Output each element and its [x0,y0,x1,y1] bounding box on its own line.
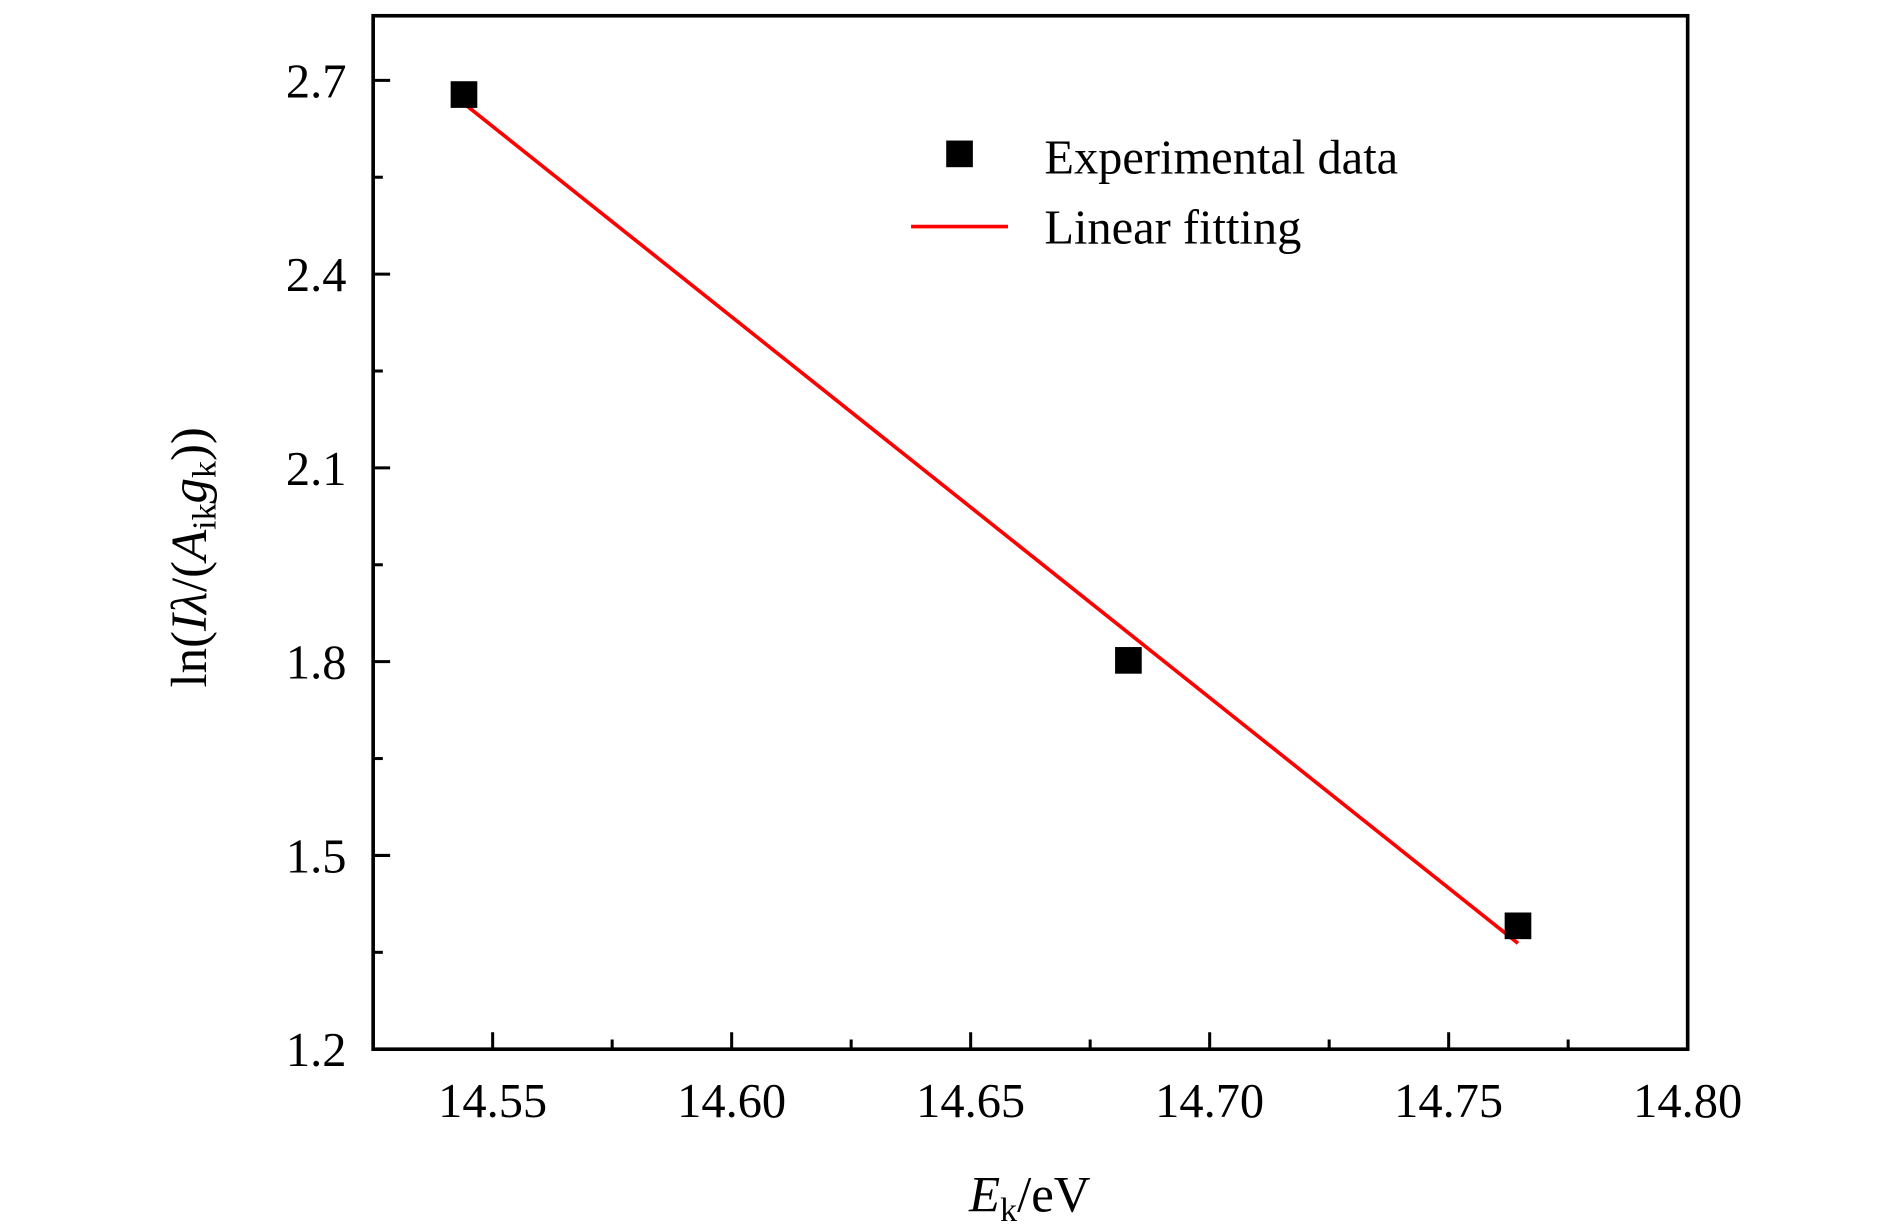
x-tick-label: 14.75 [1394,1075,1503,1128]
data-point [1504,912,1532,940]
y-tick-label: 1.5 [286,830,347,883]
x-tick-label: 14.80 [1633,1075,1742,1128]
y-tick-label: 1.2 [286,1024,347,1077]
x-tick-label: 14.65 [916,1075,1025,1128]
y-tick-label: 1.8 [286,637,347,690]
legend-label-linear: Linear fitting [1044,202,1301,255]
data-point [1115,647,1142,674]
x-tick-label: 14.55 [438,1075,547,1128]
y-axis-label: ln(Iλ/(Aikgk)) [162,427,224,687]
axis-ticks [373,78,1690,1051]
linear-fit-line [462,102,1520,945]
data-point [450,81,478,108]
x-axis-label: Ek/eV [968,1168,1091,1229]
x-tick-label: 14.70 [1155,1075,1264,1128]
y-tick-label: 2.1 [286,443,347,496]
plot-marks [450,81,1532,945]
legend-label-experimental: Experimental data [1044,131,1398,184]
tick-labels: 14.55 14.60 14.65 14.70 14.75 14.80 1.2 1.5 1.8 2… [286,55,1742,1128]
legend-marker-experimental [946,140,973,168]
plot-frame [371,13,1690,1052]
y-tick-label: 2.4 [286,249,347,302]
x-tick-label: 14.60 [677,1075,786,1128]
legend: Experimental data Linear fitting [911,131,1398,255]
y-tick-label: 2.7 [286,55,347,108]
